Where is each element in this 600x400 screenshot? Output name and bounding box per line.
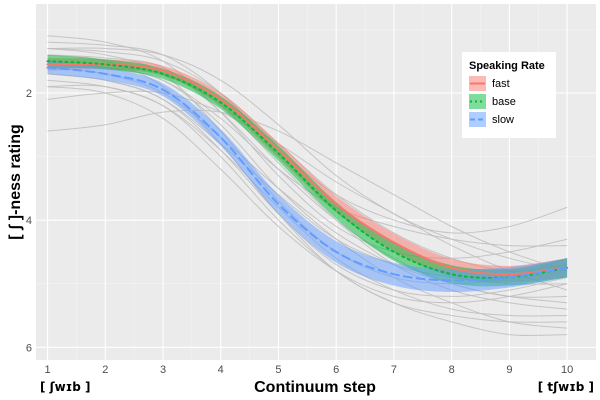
legend-title: Speaking Rate (469, 60, 545, 72)
x-right-endpoint-label: [ tʃwɪb ] (538, 380, 594, 394)
x-axis-title: Continuum step (254, 379, 376, 396)
legend-key-base (469, 94, 486, 109)
x-tick-label: 8 (449, 364, 455, 376)
individual-curve (47, 109, 568, 272)
band-slow (47, 61, 568, 293)
x-left-endpoint-label: [ ʃwɪb ] (40, 380, 91, 394)
series-lines (46, 60, 569, 282)
x-tick-label: 10 (561, 364, 573, 376)
y-tick-label: 6 (26, 342, 32, 354)
x-tick-label: 6 (333, 364, 339, 376)
y-tick-label: 2 (26, 88, 32, 100)
confidence-bands (47, 54, 568, 293)
x-tick-label: 3 (160, 364, 166, 376)
line-fast (46, 62, 569, 276)
legend-label-base: base (492, 96, 516, 108)
individual-curve (47, 54, 568, 337)
x-tick-label: 4 (218, 364, 224, 376)
legend-items: fast base slow (469, 76, 516, 127)
individual-curve (47, 47, 568, 272)
legend: Speaking Rate fast base slow (462, 52, 556, 138)
legend-key-slow (469, 112, 486, 127)
individual-curve (47, 86, 568, 304)
y-tick-labels: 2 4 6 (26, 88, 32, 354)
y-tick-label: 4 (26, 215, 32, 227)
x-tick-label: 9 (506, 364, 512, 376)
x-tick-label: 7 (391, 364, 397, 376)
x-tick-label: 5 (275, 364, 281, 376)
line-slow (46, 66, 569, 282)
legend-label-slow: slow (492, 114, 514, 126)
individual-curve (47, 79, 568, 323)
x-tick-label: 2 (102, 364, 108, 376)
y-axis-title: [ ʃ ]-ness rating (7, 124, 24, 240)
x-tick-labels: 1 2 3 4 5 6 7 8 9 10 (44, 364, 573, 376)
x-tick-label: 1 (44, 364, 50, 376)
band-fast (47, 58, 568, 283)
line-base (46, 60, 569, 279)
legend-label-fast: fast (492, 78, 510, 90)
